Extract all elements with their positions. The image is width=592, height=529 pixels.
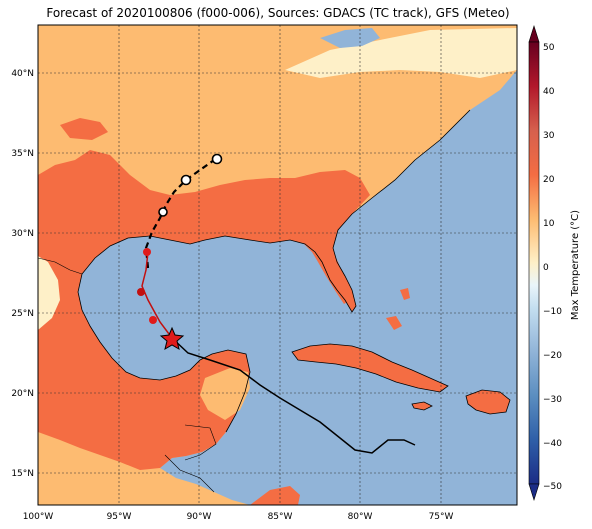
map-frame	[37, 24, 518, 506]
temperature-band-0-10-mexico	[38, 256, 60, 330]
islands-bahamas	[386, 288, 410, 330]
map-title: Forecast of 2020100806 (f000-006), Sourc…	[46, 6, 510, 20]
colorbar-tick: 50	[543, 43, 555, 53]
colorbar-tick: −50	[543, 482, 562, 492]
hurricane-symbol-icon	[143, 248, 151, 256]
colorbar-tick: 30	[543, 131, 555, 141]
colorbar-tick: −30	[543, 395, 562, 405]
colorbar-ticks: 50 40 30 20 10 0 −10 −20 −30 −40 −50	[543, 43, 562, 492]
colorbar: 50 40 30 20 10 0 −10 −20 −30 −40 −50 Max…	[528, 24, 581, 502]
storm-track-segment	[141, 251, 173, 339]
colorbar-tick: 40	[543, 87, 555, 97]
temperature-band-20-30	[38, 150, 370, 470]
storm-markers	[137, 153, 223, 351]
hurricane-symbol-icon	[137, 288, 145, 296]
florida-peninsula	[300, 238, 350, 304]
lat-tick: 30°N	[11, 229, 34, 239]
lat-tick: 25°N	[11, 309, 34, 319]
latitude-tick-labels: 40°N 35°N 30°N 25°N 20°N 15°N	[11, 69, 34, 479]
longitude-tick-labels: 100°W 95°W 90°W 85°W 80°W 75°W	[23, 512, 454, 522]
island-cuba	[292, 344, 448, 392]
lat-tick: 35°N	[11, 149, 34, 159]
track-point-marker	[211, 153, 223, 165]
lon-tick: 85°W	[268, 512, 293, 522]
colorbar-bottom-arrow	[528, 483, 540, 502]
island-jamaica	[412, 402, 432, 410]
lon-tick: 90°W	[187, 512, 212, 522]
storm-history-track	[171, 337, 416, 454]
current-position-star-icon	[159, 326, 185, 351]
colorbar-label: Max Temperature (°C)	[570, 210, 581, 320]
lat-tick: 20°N	[11, 389, 34, 399]
colorbar-top-arrow	[528, 24, 540, 43]
track-point-marker	[158, 207, 168, 217]
hurricane-symbol-icon	[149, 316, 157, 324]
colorbar-tick: 10	[543, 219, 555, 229]
temperature-band-0-10-north	[285, 28, 517, 78]
colorbar-tick: 20	[543, 175, 555, 185]
lon-tick: 80°W	[348, 512, 373, 522]
colorbar-tick: −20	[543, 351, 562, 361]
island-hispaniola	[466, 390, 510, 414]
lon-tick: 100°W	[23, 512, 54, 522]
colorbar-bar	[528, 41, 540, 485]
map-graticule	[38, 25, 517, 505]
central-america	[250, 486, 300, 505]
lat-tick: 15°N	[11, 469, 34, 479]
track-point-marker	[180, 174, 192, 186]
coastlines	[77, 109, 511, 433]
lon-tick: 75°W	[429, 512, 454, 522]
storm-forecast-track	[144, 157, 218, 269]
great-lakes-region	[320, 28, 380, 48]
temperature-band-0-10-yucatan	[200, 368, 250, 420]
colorbar-tick: 0	[543, 263, 549, 273]
colorbar-tick: −10	[543, 307, 562, 317]
country-borders	[38, 257, 217, 493]
colorbar-tick: −40	[543, 439, 562, 449]
map-plot-area	[38, 25, 517, 505]
lon-tick: 95°W	[107, 512, 132, 522]
lat-tick: 40°N	[11, 69, 34, 79]
interior-warm-patch	[60, 118, 108, 140]
